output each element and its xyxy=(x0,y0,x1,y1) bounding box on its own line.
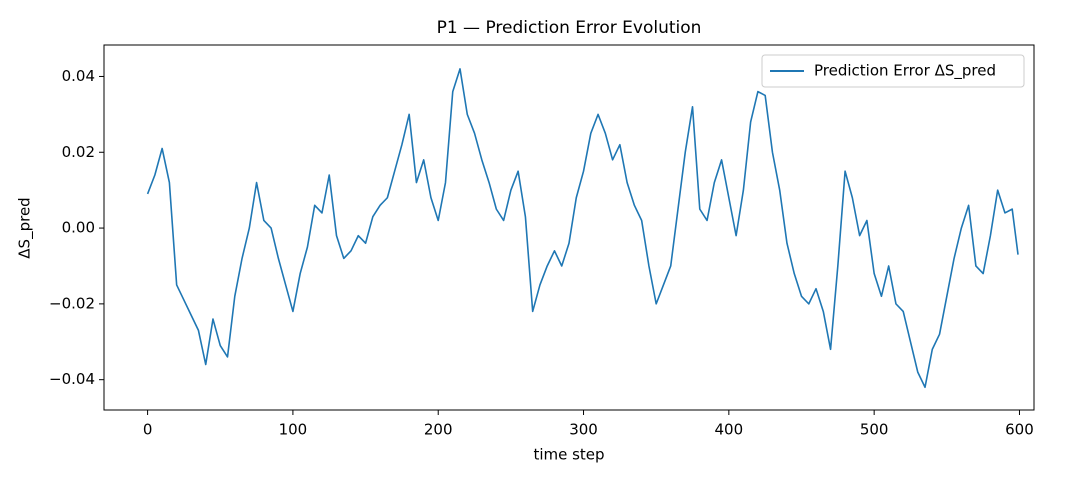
y-tick-label: −0.04 xyxy=(49,370,95,388)
x-tick-label: 200 xyxy=(424,421,453,439)
legend-box xyxy=(761,54,1025,88)
x-tick-label: 400 xyxy=(715,421,744,439)
x-tick-label: 300 xyxy=(569,421,598,439)
y-tick-label: 0.02 xyxy=(62,143,95,161)
chart-title: P1 — Prediction Error Evolution xyxy=(437,18,702,38)
plot-frame xyxy=(103,44,1035,411)
y-tick-label: −0.02 xyxy=(49,294,95,312)
x-tick-label: 600 xyxy=(1005,421,1034,439)
x-axis-label: time step xyxy=(533,446,604,464)
x-tick-label: 0 xyxy=(143,421,153,439)
line-series xyxy=(146,68,1019,389)
x-tick-label: 500 xyxy=(860,421,889,439)
x-tick-label: 100 xyxy=(279,421,308,439)
y-tick-label: 0.00 xyxy=(62,219,95,237)
y-tick-label: 0.04 xyxy=(62,67,95,85)
legend-label: Prediction Error ΔS_pred xyxy=(814,62,996,81)
y-axis-label: ΔS_pred xyxy=(16,197,35,258)
